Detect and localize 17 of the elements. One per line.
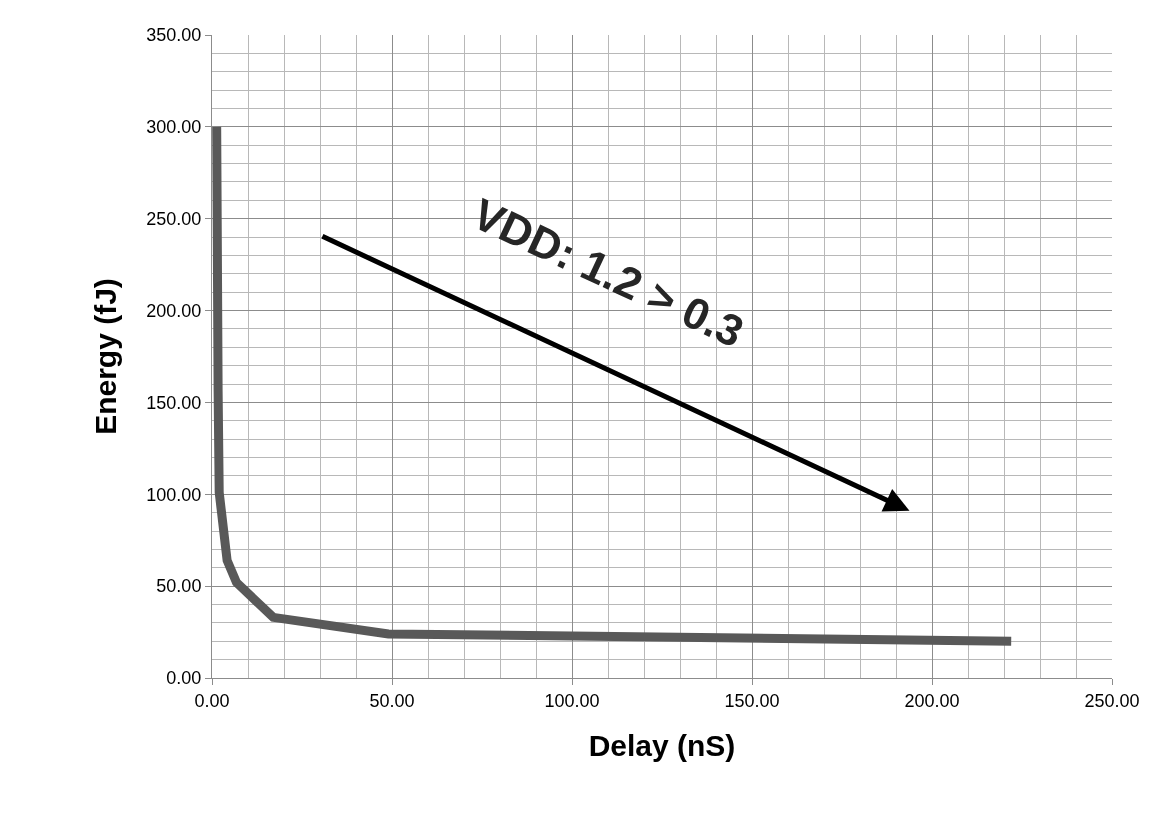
x-tick-label: 150.00 (724, 690, 780, 711)
annotation: VDD: 1.2 > 0.3 (465, 188, 752, 357)
x-tick-label: 100.00 (544, 690, 600, 711)
y-tick-label: 150.00 (146, 392, 202, 413)
y-tick-label: 300.00 (146, 117, 202, 138)
x-tick-label: 250.00 (1084, 690, 1140, 711)
y-tick-label: 200.00 (146, 300, 202, 321)
y-tick-label: 250.00 (146, 209, 202, 230)
y-tick-label: 350.00 (146, 25, 202, 46)
y-tick-label: 50.00 (156, 576, 202, 597)
y-tick-label: 100.00 (146, 484, 202, 505)
x-tick-label: 50.00 (369, 690, 415, 711)
y-axis-title: Energy (fJ) (89, 278, 123, 435)
x-axis-title: Delay (nS) (588, 729, 736, 763)
x-tick-label: 200.00 (904, 690, 960, 711)
x-tick-label: 0.00 (194, 690, 230, 711)
y-tick-label: 0.00 (166, 668, 202, 689)
